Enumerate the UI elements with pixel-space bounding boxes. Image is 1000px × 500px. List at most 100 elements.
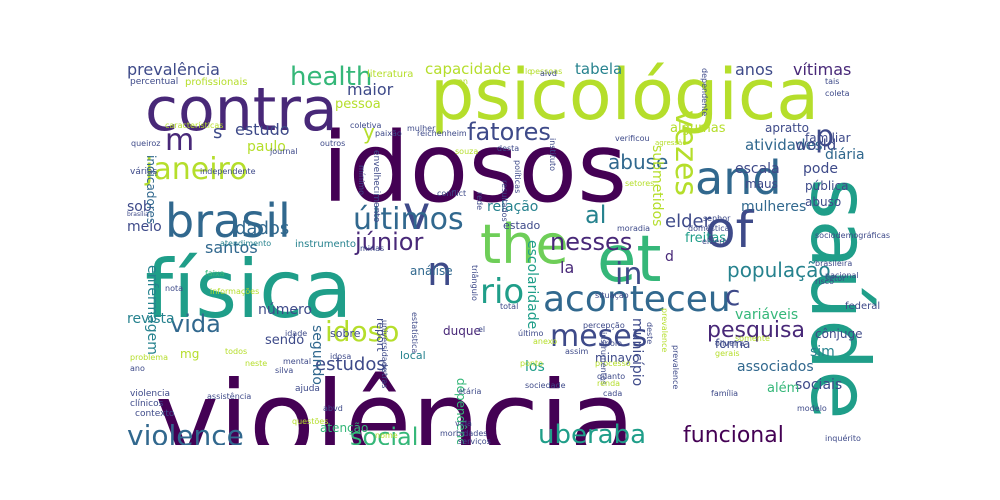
word: atenção bbox=[320, 421, 369, 435]
word: familiar bbox=[805, 131, 851, 145]
word: c bbox=[725, 279, 741, 312]
word: resultados bbox=[500, 180, 509, 222]
word: revista bbox=[127, 311, 175, 327]
word: duque bbox=[443, 324, 481, 338]
word: souza bbox=[455, 147, 479, 156]
word: risco bbox=[815, 277, 834, 286]
word: vítimas bbox=[793, 60, 852, 79]
word: idoso bbox=[325, 315, 400, 348]
word: júnior bbox=[355, 228, 424, 256]
word: etária bbox=[458, 387, 482, 396]
word: pessoa bbox=[335, 97, 381, 112]
word: desta bbox=[497, 144, 520, 153]
word: análise bbox=[410, 264, 453, 278]
word: número bbox=[258, 302, 313, 318]
word: sociedade bbox=[525, 381, 566, 390]
word: todos bbox=[225, 347, 248, 356]
word: ajuda bbox=[295, 384, 320, 394]
word: últimos bbox=[353, 202, 464, 237]
word: outros bbox=[320, 139, 346, 148]
word: tabela bbox=[575, 60, 623, 78]
word: reichenheim bbox=[417, 129, 467, 138]
word: diária bbox=[825, 147, 865, 163]
word: violencia bbox=[130, 389, 171, 399]
word: processo bbox=[595, 359, 631, 368]
word: triângulo bbox=[470, 265, 479, 301]
word: instituto bbox=[548, 138, 557, 172]
word: população bbox=[727, 258, 831, 282]
word: renda bbox=[597, 379, 621, 388]
word: atividades bbox=[745, 136, 823, 154]
word: faixa bbox=[205, 269, 225, 278]
word: apoio bbox=[600, 339, 622, 348]
word: associados bbox=[737, 359, 814, 375]
word: violência bbox=[155, 359, 636, 446]
word: queiroz bbox=[131, 139, 161, 148]
word: abuse bbox=[608, 150, 669, 174]
word: nome bbox=[375, 431, 398, 440]
word: mínimo bbox=[357, 165, 366, 195]
word: setor bbox=[825, 274, 846, 283]
word: relação bbox=[487, 199, 539, 215]
word: dependente bbox=[700, 68, 709, 117]
word: setores bbox=[625, 179, 655, 188]
word: brasil bbox=[165, 194, 291, 248]
word: aconteceu bbox=[543, 279, 731, 320]
word: somente bbox=[735, 334, 770, 343]
word: sociais bbox=[795, 377, 843, 393]
word: idosos bbox=[322, 112, 628, 224]
word: anos bbox=[735, 60, 774, 79]
word: on bbox=[458, 77, 468, 86]
word: and bbox=[695, 151, 782, 205]
word: janeiro bbox=[145, 152, 248, 187]
word: et bbox=[597, 223, 662, 297]
word: tais bbox=[825, 77, 840, 86]
word: deste bbox=[645, 322, 654, 345]
word: elder bbox=[665, 211, 711, 232]
word: mulheres bbox=[741, 199, 807, 215]
word: funcional bbox=[683, 423, 784, 446]
word: sob bbox=[127, 199, 152, 215]
word: física bbox=[145, 243, 353, 336]
word: contra bbox=[145, 75, 338, 145]
word: percepção bbox=[583, 321, 625, 330]
word-cloud: violência idosos saúde física psicológica con… bbox=[125, 60, 895, 445]
word: paixão bbox=[375, 129, 402, 138]
word: meio bbox=[127, 219, 162, 235]
word: rio bbox=[480, 272, 525, 312]
word: verificou bbox=[615, 134, 650, 143]
word: modelo bbox=[797, 404, 827, 413]
word: la bbox=[560, 258, 575, 277]
word: pode bbox=[803, 161, 838, 177]
word: estudos bbox=[315, 354, 386, 375]
word: uberaba bbox=[538, 420, 647, 445]
word: coletiva bbox=[350, 121, 382, 130]
word: moradia bbox=[617, 224, 651, 233]
word: al bbox=[585, 201, 607, 229]
word: aprattо bbox=[765, 121, 810, 135]
word: ponto bbox=[520, 359, 544, 368]
word: informações bbox=[210, 287, 260, 296]
word: enfermagem bbox=[144, 265, 160, 355]
word: vida bbox=[455, 419, 472, 428]
word: mental bbox=[283, 357, 312, 366]
word: estudo bbox=[235, 120, 290, 139]
word: abuso bbox=[805, 195, 842, 209]
word: health bbox=[290, 62, 373, 92]
word: el bbox=[478, 325, 486, 334]
word: fatores bbox=[467, 118, 551, 146]
word: morbidades bbox=[440, 429, 488, 438]
word: social bbox=[350, 423, 419, 445]
word: n bbox=[427, 249, 453, 295]
word: freitas bbox=[685, 231, 727, 246]
word: forma bbox=[715, 337, 751, 351]
word: prevalence bbox=[660, 308, 669, 353]
word: atendimento bbox=[220, 239, 272, 248]
word: p bbox=[815, 119, 835, 154]
word: m bbox=[165, 123, 195, 158]
word: capacidade bbox=[425, 60, 512, 78]
word: prevalence bbox=[671, 345, 680, 390]
word: último bbox=[518, 329, 544, 338]
word: características bbox=[165, 121, 224, 130]
word: abvd bbox=[323, 404, 343, 413]
